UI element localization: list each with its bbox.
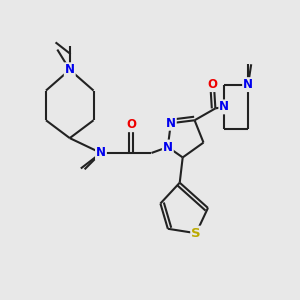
Text: S: S [191,227,201,240]
Text: O: O [207,78,217,91]
Text: N: N [163,140,173,154]
Text: N: N [65,63,75,76]
Text: N: N [96,146,106,160]
Text: N: N [166,117,176,130]
Text: O: O [126,118,136,131]
Text: N: N [219,100,229,113]
Text: N: N [243,78,253,91]
